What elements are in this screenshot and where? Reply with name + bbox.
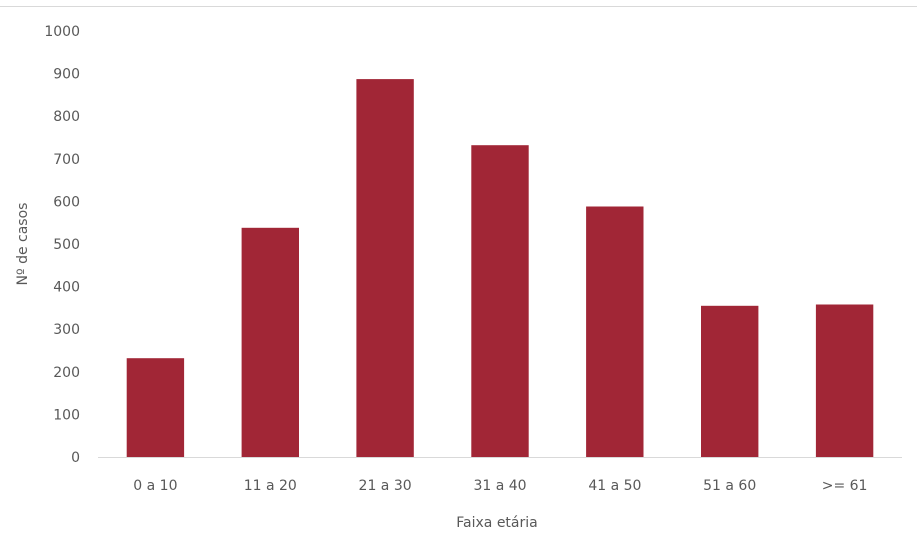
x-tick-label-0: 0 a 10 [133,478,177,494]
y-axis-title: Nº de casos [15,203,31,286]
bar-4 [586,206,644,457]
x-axis-title: Faixa etária [456,515,537,531]
y-tick-label-7: 700 [53,152,80,168]
y-tick-label-6: 600 [53,194,80,210]
bar-6 [815,304,874,457]
y-axis-ticks: 0 100 200 300 400 500 600 700 800 900 1000 [44,24,80,466]
x-axis-ticks: 0 a 10 11 a 20 21 a 30 31 a 40 41 a 50 51 a 6… [133,478,867,494]
bar-2 [356,79,414,457]
bar-3 [471,145,529,457]
x-tick-label-4: 41 a 50 [588,478,641,494]
y-tick-label-9: 900 [53,67,80,83]
x-tick-label-5: 51 a 60 [703,478,756,494]
x-tick-label-1: 11 a 20 [244,478,297,494]
y-tick-label-4: 400 [53,280,80,296]
bars [126,79,874,457]
bar-5 [701,305,759,457]
y-tick-label-2: 200 [53,365,80,381]
y-tick-label-5: 500 [53,237,80,253]
y-tick-label-8: 800 [53,109,80,125]
y-tick-label-0: 0 [71,450,80,466]
y-tick-label-3: 300 [53,322,80,338]
y-tick-label-1: 100 [53,407,80,423]
x-tick-label-6: >= 61 [822,478,868,494]
x-tick-label-3: 31 a 40 [473,478,526,494]
y-tick-label-10: 1000 [44,24,80,40]
bar-0 [126,358,185,457]
bar-1 [241,227,299,457]
x-tick-label-2: 21 a 30 [359,478,412,494]
